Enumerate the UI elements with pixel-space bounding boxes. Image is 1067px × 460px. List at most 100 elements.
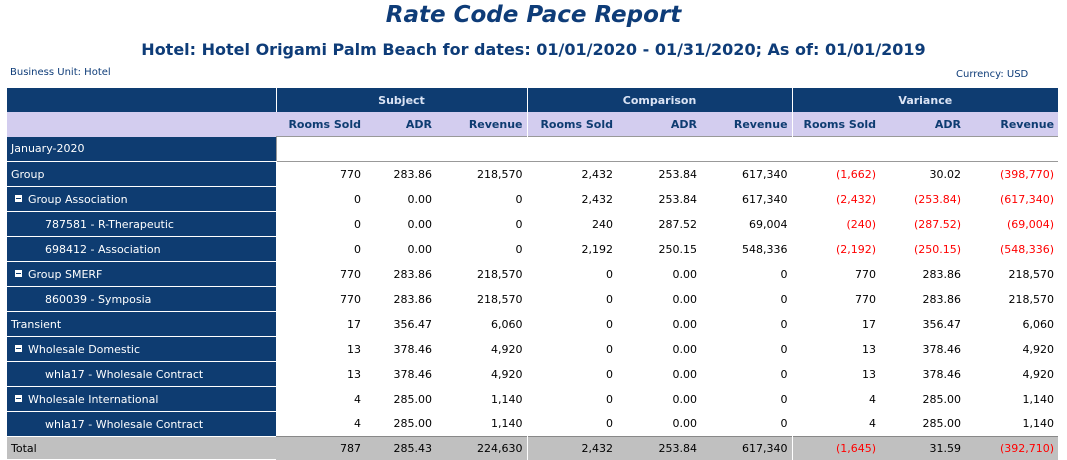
row-label-text: 860039 - Symposia <box>45 292 152 306</box>
subject-revenue-header: Revenue <box>436 112 527 137</box>
variance-rooms-sold-header: Rooms Sold <box>791 112 881 137</box>
subject-revenue-cell: 0 <box>515 217 523 231</box>
business-unit-label: Business Unit: Hotel <box>10 67 111 78</box>
row-label-text: Group <box>11 167 45 181</box>
subject-rooms-sold-cell: 4 <box>354 417 361 431</box>
comparison-adr-cell: 0.00 <box>672 392 698 406</box>
comparison-rooms-sold-cell: 0 <box>526 336 617 362</box>
comparison-rooms-sold-cell: 240 <box>526 211 617 237</box>
row-label-text: Group SMERF <box>28 267 103 281</box>
subject-adr-cell: 285.00 <box>393 417 433 431</box>
variance-revenue-cell: (548,336) <box>999 242 1055 256</box>
variance-revenue-cell: 1,140 <box>1022 417 1055 431</box>
collapse-toggle-icon[interactable] <box>15 395 22 402</box>
variance-adr-cell: 356.47 <box>922 317 962 331</box>
comparison-revenue-cell: 69,004 <box>749 217 788 231</box>
report-title: Rate Code Pace Report <box>385 2 682 28</box>
row-label: whla17 - Wholesale Contract <box>7 361 276 387</box>
collapse-toggle-icon[interactable] <box>15 270 22 277</box>
variance-revenue-cell: (69,004) <box>1006 217 1055 231</box>
subject-adr-cell: 378.46 <box>393 342 433 356</box>
comparison-rooms-sold-cell: 2,432 <box>526 161 617 187</box>
subject-rooms-sold-cell: 4 <box>354 392 361 406</box>
comparison-revenue-cell: 0 <box>780 417 788 431</box>
variance-rooms-sold-cell: (2,192) <box>791 236 881 262</box>
collapse-toggle-icon[interactable] <box>15 195 22 202</box>
row-label-text: 787581 - R-Therapeutic <box>45 217 174 231</box>
total-comparison-adr-cell: 253.84 <box>617 436 701 460</box>
table-row: Group 770 283.86 218,570 2,432 253.84 617,340(… <box>7 161 1058 187</box>
row-label[interactable]: Wholesale Domestic <box>7 336 276 362</box>
subject-revenue-cell: 218,570 <box>477 167 523 181</box>
comparison-revenue-cell: 617,340 <box>742 192 788 206</box>
comparison-adr-header: ADR <box>617 112 701 137</box>
variance-adr-cell: (253.84) <box>913 192 962 206</box>
subject-adr-cell: 378.46 <box>393 367 433 381</box>
row-label: 787581 - R-Therapeutic <box>7 211 276 237</box>
variance-revenue-cell: (617,340) <box>999 192 1055 206</box>
subject-rooms-sold-cell: 770 <box>340 292 361 306</box>
table-row: whla17 - Wholesale Contract 4 285.00 1,140 0… <box>7 411 1058 437</box>
total-label: Total <box>7 436 276 460</box>
variance-revenue-cell: 6,060 <box>1022 317 1055 331</box>
total-comparison-rooms-sold-cell: 2,432 <box>526 436 617 460</box>
table-row: whla17 - Wholesale Contract 13 378.46 4,920… <box>7 361 1058 387</box>
variance-revenue-cell: (398,770) <box>999 167 1055 181</box>
comparison-revenue-cell: 0 <box>780 367 788 381</box>
comparison-revenue-cell: 617,340 <box>742 167 788 181</box>
variance-rooms-sold-cell: (240) <box>791 211 881 237</box>
comparison-rooms-sold-cell: 2,432 <box>526 186 617 212</box>
subject-revenue-cell: 6,060 <box>491 317 523 331</box>
subject-revenue-cell: 218,570 <box>477 292 523 306</box>
variance-rooms-sold-cell: (2,432) <box>791 186 881 212</box>
variance-rooms-sold-cell: 770 <box>791 261 881 287</box>
subject-adr-header: ADR <box>365 112 436 137</box>
variance-adr-cell: 283.86 <box>922 267 962 281</box>
period-label: January-2020 <box>7 136 276 162</box>
subject-revenue-cell: 4,920 <box>491 367 523 381</box>
total-subject-revenue-cell: 224,630 <box>436 436 527 460</box>
subject-revenue-cell: 218,570 <box>477 267 523 281</box>
collapse-toggle-icon[interactable] <box>15 345 22 352</box>
subject-adr-cell: 283.86 <box>393 292 433 306</box>
row-label[interactable]: Group Association <box>7 186 276 212</box>
total-row: Total 787 285.43 224,630 2,432 253.84 617,340(… <box>7 436 1059 460</box>
variance-rooms-sold-cell: 4 <box>791 411 881 437</box>
row-label[interactable]: Group SMERF <box>7 261 276 287</box>
subject-adr-cell: 283.86 <box>393 267 433 281</box>
table-row: 698412 - Association 0 0.00 0 2,192 250.15 548… <box>7 236 1058 262</box>
table-row: Group SMERF 770 283.86 218,570 0 0.00 0 770 283.… <box>7 261 1058 287</box>
report-subtitle: Hotel: Hotel Origami Palm Beach for date… <box>141 40 926 59</box>
comparison-adr-cell: 0.00 <box>672 342 698 356</box>
comparison-rooms-sold-header: Rooms Sold <box>526 112 617 137</box>
row-label[interactable]: Wholesale International <box>7 386 276 412</box>
comparison-adr-cell: 0.00 <box>672 267 698 281</box>
subject-adr-cell: 285.00 <box>393 392 433 406</box>
variance-group-header: Variance <box>791 88 1059 112</box>
row-label: whla17 - Wholesale Contract <box>7 411 276 437</box>
variance-revenue-cell: 4,920 <box>1022 367 1055 381</box>
row-label-text: Wholesale International <box>28 392 159 406</box>
total-subject-rooms-sold-cell: 787 <box>276 436 365 460</box>
group-header-row: Subject Comparison Variance <box>7 88 1059 112</box>
comparison-revenue-cell: 0 <box>780 317 788 331</box>
subject-adr-cell: 0.00 <box>407 192 433 206</box>
subject-rooms-sold-cell: 0 <box>354 192 361 206</box>
subject-rooms-sold-cell: 17 <box>347 317 361 331</box>
comparison-rooms-sold-cell: 0 <box>526 286 617 312</box>
subject-revenue-cell: 0 <box>515 192 523 206</box>
variance-adr-cell: 30.02 <box>929 167 962 181</box>
comparison-adr-cell: 250.15 <box>658 242 698 256</box>
variance-revenue-cell: 4,920 <box>1022 342 1055 356</box>
comparison-rooms-sold-cell: 0 <box>526 361 617 387</box>
variance-revenue-header: Revenue <box>965 112 1059 137</box>
variance-adr-cell: 285.00 <box>922 417 962 431</box>
corner-cell <box>7 88 276 112</box>
variance-adr-cell: 285.00 <box>922 392 962 406</box>
report-table: Subject Comparison Variance Rooms Sold A… <box>7 88 1059 460</box>
subject-revenue-cell: 1,140 <box>491 392 523 406</box>
subject-adr-cell: 0.00 <box>407 242 433 256</box>
subject-group-header: Subject <box>275 88 527 112</box>
comparison-rooms-sold-cell: 2,192 <box>526 236 617 262</box>
row-label: Transient <box>7 311 276 337</box>
